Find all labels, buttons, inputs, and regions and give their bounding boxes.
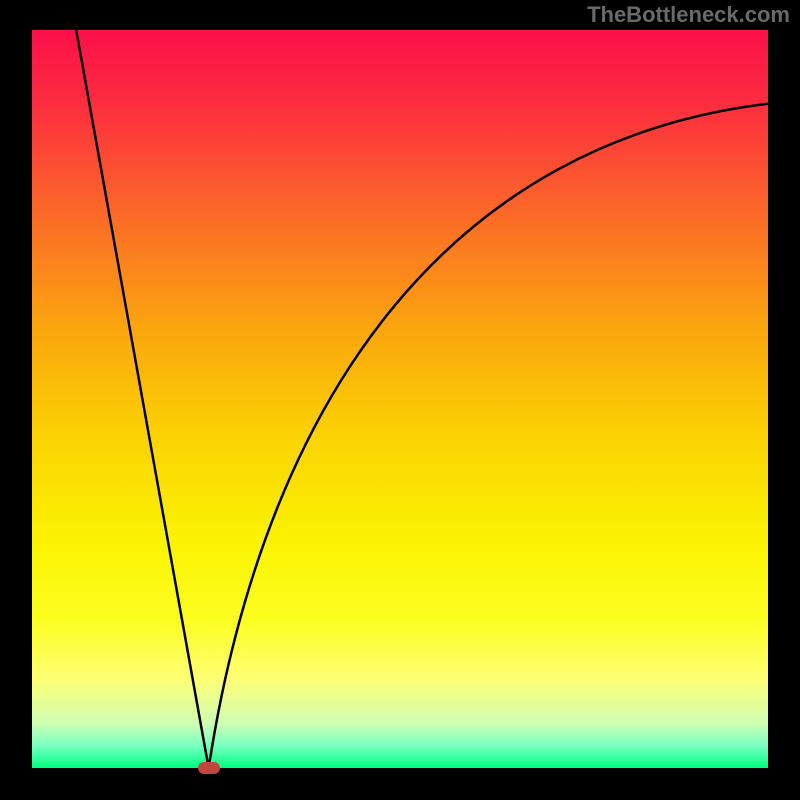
plot-area: [32, 30, 768, 768]
minimum-marker: [198, 762, 220, 774]
curve-svg: [32, 30, 768, 768]
chart-container: TheBottleneck.com: [0, 0, 800, 800]
curve-path: [76, 30, 768, 768]
watermark-text: TheBottleneck.com: [587, 2, 790, 28]
